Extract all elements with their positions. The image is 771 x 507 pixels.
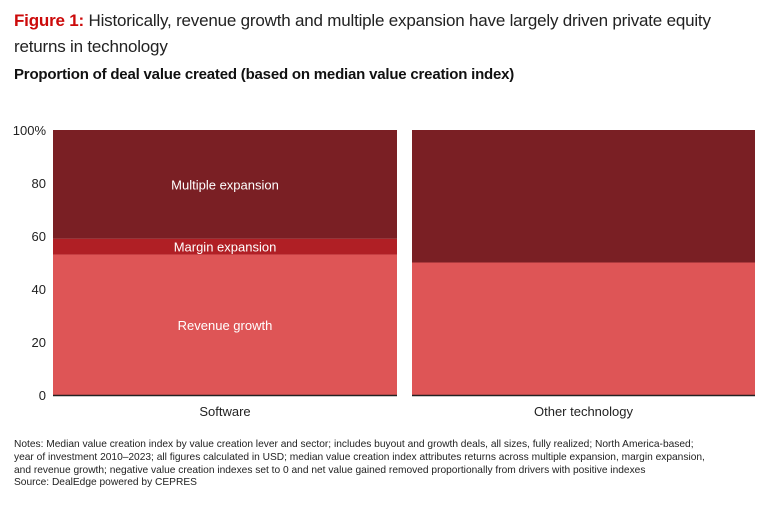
stacked-bar-chart: 0 20 40 60 80 100% Revenue growth Margin expan…: [13, 123, 755, 419]
x-axis: Software Other technology: [199, 404, 633, 419]
bar-segment-margin-expansion: [53, 238, 397, 255]
notes-line: Notes: Median value creation index by va…: [14, 439, 694, 450]
figure-title: Figure 1: Historically, revenue growth a…: [14, 8, 764, 60]
y-tick-label: 0: [39, 388, 46, 403]
bar-segment-multiple-expansion: [412, 130, 755, 263]
y-tick-label: 60: [32, 229, 46, 244]
figure-title-text: Historically, revenue growth and multipl…: [14, 11, 711, 56]
bars: Revenue growth Margin expansion Multiple e…: [53, 130, 755, 397]
y-axis: 0 20 40 60 80 100%: [13, 123, 47, 403]
chart-subtitle: Proportion of deal value created (based …: [14, 66, 515, 83]
bar-segment-revenue-growth: [412, 262, 755, 395]
figure-label: Figure 1:: [14, 11, 84, 30]
bar-segment-revenue-growth: [53, 254, 397, 395]
y-tick-label: 80: [32, 176, 46, 191]
y-tick-label: 40: [32, 282, 46, 297]
notes-line: year of investment 2010–2023; all figure…: [14, 451, 705, 463]
segment-label: Multiple expansion: [171, 177, 279, 192]
y-tick-label: 20: [32, 335, 46, 350]
bar-segment-multiple-expansion: [53, 130, 397, 239]
source-line: Source: DealEdge powered by CEPRES: [14, 477, 197, 489]
segment-label: Revenue growth: [178, 318, 273, 333]
notes-line: and revenue growth; negative value creat…: [14, 464, 646, 476]
segment-label: Margin expansion: [174, 240, 277, 255]
y-tick-label: 100%: [13, 123, 47, 138]
x-category-label: Software: [199, 404, 250, 419]
chart-notes: Notes: Median value creation index by va…: [14, 439, 764, 490]
x-category-label: Other technology: [534, 404, 634, 419]
